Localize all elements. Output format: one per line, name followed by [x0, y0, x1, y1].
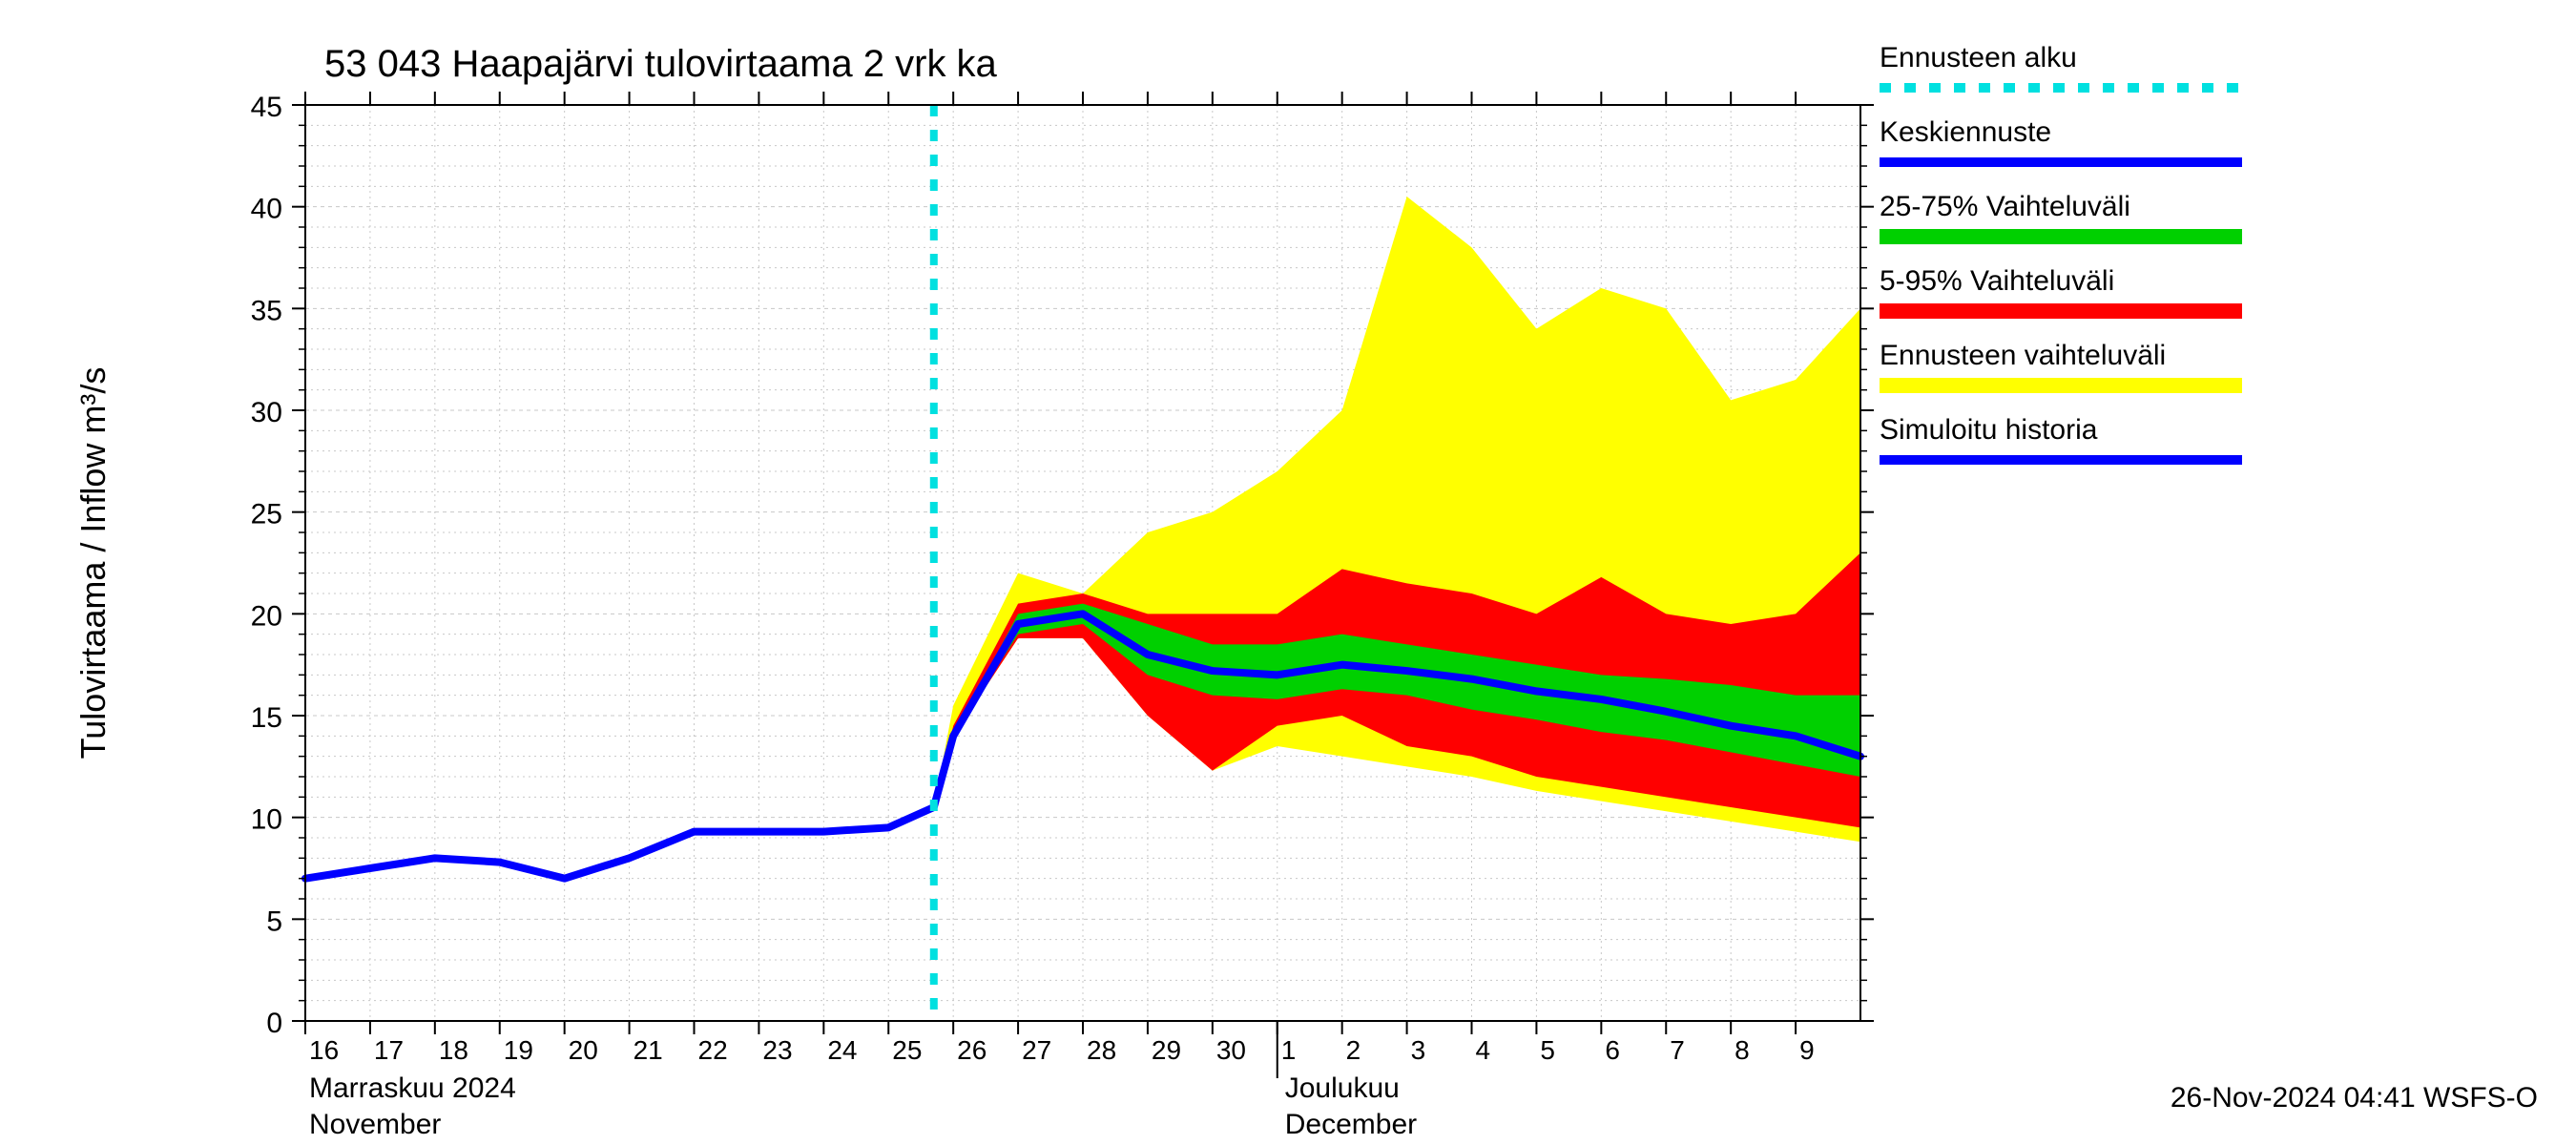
ytick-label: 25: [251, 499, 282, 531]
xtick-label: 30: [1216, 1035, 1246, 1065]
chart-container: 0510152025303540451617181920212223242526…: [0, 0, 2576, 1145]
ytick-label: 20: [251, 600, 282, 632]
xtick-label: 24: [827, 1035, 857, 1065]
xtick-label: 17: [374, 1035, 404, 1065]
ytick-label: 40: [251, 194, 282, 225]
legend-label: Ennusteen vaihteluväli: [1880, 340, 2166, 371]
legend-swatch: [1880, 229, 2242, 244]
xtick-label: 28: [1087, 1035, 1116, 1065]
y-axis-label: Tulovirtaama / Inflow m³/s: [73, 367, 113, 760]
legend-label: Keskiennuste: [1880, 116, 2051, 148]
legend-label: 5-95% Vaihteluväli: [1880, 265, 2114, 297]
xtick-label: 4: [1476, 1035, 1491, 1065]
ytick-label: 5: [266, 906, 282, 937]
xtick-label: 3: [1411, 1035, 1426, 1065]
xtick-label: 6: [1605, 1035, 1620, 1065]
xtick-label: 21: [634, 1035, 663, 1065]
xtick-label: 29: [1152, 1035, 1181, 1065]
month-label-en: November: [309, 1109, 441, 1140]
legend-label: Ennusteen alku: [1880, 42, 2077, 73]
xtick-label: 18: [439, 1035, 468, 1065]
xtick-label: 26: [957, 1035, 987, 1065]
chart-svg: 0510152025303540451617181920212223242526…: [0, 0, 2576, 1145]
timestamp: 26-Nov-2024 04:41 WSFS-O: [2171, 1082, 2538, 1114]
xtick-label: 16: [309, 1035, 339, 1065]
ytick-label: 15: [251, 702, 282, 734]
xtick-label: 8: [1735, 1035, 1750, 1065]
legend-label: 25-75% Vaihteluväli: [1880, 191, 2130, 222]
ytick-label: 0: [266, 1008, 282, 1039]
ytick-label: 45: [251, 92, 282, 123]
xtick-label: 2: [1346, 1035, 1361, 1065]
xtick-label: 20: [569, 1035, 598, 1065]
xtick-label: 1: [1281, 1035, 1297, 1065]
legend-swatch: [1880, 378, 2242, 393]
xtick-label: 7: [1670, 1035, 1685, 1065]
xtick-label: 25: [892, 1035, 922, 1065]
chart-title: 53 043 Haapajärvi tulovirtaama 2 vrk ka: [324, 43, 998, 85]
legend-swatch: [1880, 303, 2242, 319]
ytick-label: 30: [251, 397, 282, 428]
xtick-label: 19: [504, 1035, 533, 1065]
month-label-fi: Marraskuu 2024: [309, 1072, 516, 1104]
xtick-label: 9: [1799, 1035, 1815, 1065]
month-label-en: December: [1285, 1109, 1417, 1140]
xtick-label: 23: [762, 1035, 792, 1065]
month-label-fi: Joulukuu: [1285, 1072, 1400, 1104]
ytick-label: 10: [251, 804, 282, 836]
xtick-label: 27: [1022, 1035, 1051, 1065]
ytick-label: 35: [251, 295, 282, 326]
xtick-label: 22: [698, 1035, 728, 1065]
xtick-label: 5: [1540, 1035, 1555, 1065]
legend-label: Simuloitu historia: [1880, 414, 2098, 446]
